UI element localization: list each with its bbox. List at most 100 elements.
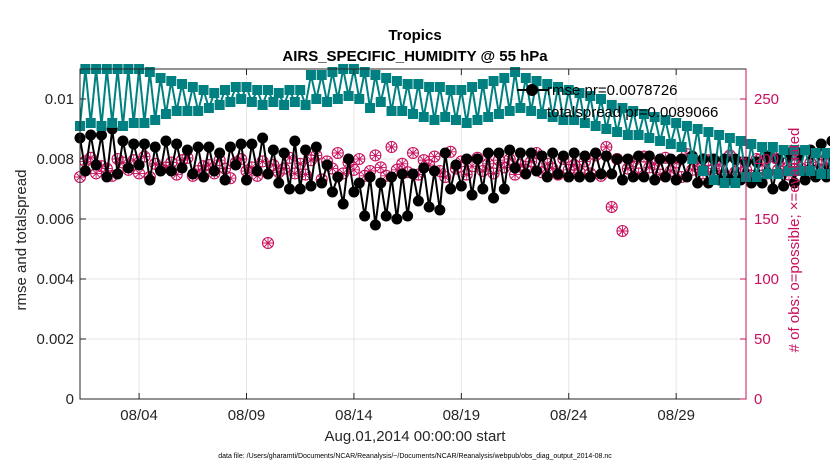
totalspread-point: [563, 85, 574, 95]
totalspread-point: [230, 82, 241, 92]
obs-evaluated-mark: [128, 155, 139, 166]
totalspread-point: [531, 76, 542, 86]
totalspread-point: [649, 112, 660, 122]
obs-evaluated-mark: [348, 164, 359, 175]
rmse-point: [155, 165, 167, 177]
totalspread-point: [144, 67, 155, 77]
totalspread-point: [579, 118, 590, 128]
obs-evaluated-mark: [649, 158, 660, 169]
totalspread-point: [424, 82, 435, 92]
rmse-point: [326, 186, 338, 198]
totalspread-point: [547, 112, 558, 122]
totalspread-point: [85, 118, 96, 128]
totalspread-point: [128, 118, 139, 128]
rmse-point: [85, 129, 97, 141]
series-totalspread: [75, 64, 830, 188]
obs-evaluated-mark: [644, 162, 655, 173]
right-axis-label: # of obs: o=possible; ×=evaluated: [786, 128, 803, 353]
rmse-point: [219, 174, 231, 186]
totalspread-point: [692, 124, 703, 134]
rmse-point: [283, 183, 295, 195]
obs-evaluated-mark: [724, 150, 735, 161]
obs-possible-point: [460, 168, 473, 181]
totalspread-point: [698, 166, 709, 176]
totalspread-point: [214, 100, 225, 110]
obs-evaluated-mark: [338, 168, 349, 179]
rmse-point: [445, 183, 457, 195]
totalspread-point: [526, 106, 537, 116]
obs-evaluated-mark: [483, 158, 494, 169]
obs-possible-point: [428, 150, 441, 163]
rmse-point: [359, 210, 371, 222]
totalspread-point: [252, 85, 263, 95]
totalspread-point: [499, 73, 510, 83]
totalspread-point: [408, 109, 418, 119]
totalspread-point: [257, 100, 268, 110]
obs-evaluated-mark: [617, 226, 628, 236]
rmse-point: [418, 162, 430, 174]
rmse-point: [606, 168, 618, 180]
obs-evaluated-mark: [139, 151, 150, 162]
rmse-point: [348, 186, 360, 198]
obs-evaluated-mark: [354, 154, 365, 164]
rmse-point: [138, 138, 150, 150]
rmse-point: [488, 192, 500, 204]
rmse-point: [676, 153, 688, 165]
totalspread-point: [467, 82, 478, 92]
rmse-point: [659, 171, 671, 183]
rmse-point: [455, 180, 467, 192]
obs-evaluated-mark: [687, 164, 698, 175]
right-tick-label: 50: [754, 331, 771, 348]
rmse-point: [187, 168, 199, 180]
obs-evaluated-mark: [477, 166, 488, 176]
totalspread-point: [381, 73, 392, 83]
rmse-point: [316, 177, 328, 189]
obs-evaluated-mark: [563, 164, 574, 175]
x-tick-label: 08/29: [657, 407, 695, 424]
rmse-point: [439, 147, 451, 159]
obs-evaluated-mark: [665, 166, 676, 176]
rmse-point: [681, 171, 693, 183]
y-axis-label: rmse and totalspread: [13, 170, 30, 311]
obs-evaluated-mark: [536, 167, 547, 178]
totalspread-point: [773, 169, 784, 179]
rmse-point: [595, 168, 607, 180]
obs-possible-point: [331, 146, 344, 160]
obs-evaluated-mark: [660, 152, 671, 163]
totalspread-point: [139, 118, 150, 128]
obs-evaluated-mark: [402, 167, 413, 178]
totalspread-point: [370, 70, 381, 80]
rmse-point: [246, 138, 258, 150]
rmse-point: [471, 153, 483, 165]
obs-evaluated-mark: [289, 168, 300, 179]
obs-evaluated-mark: [671, 157, 682, 168]
totalspread-point: [300, 100, 311, 110]
totalspread-point: [536, 109, 547, 119]
totalspread-point: [703, 127, 714, 137]
legend-totalspread-label: totalspread pr=0.0089066: [547, 104, 718, 121]
totalspread-point: [655, 136, 666, 146]
totalspread-point: [187, 82, 198, 92]
x-tick-label: 08/24: [550, 407, 588, 424]
totalspread-point: [708, 175, 719, 185]
right-tick-label: 250: [754, 91, 779, 108]
totalspread-point: [166, 76, 177, 86]
obs-evaluated-mark: [515, 160, 526, 170]
rmse-point: [176, 162, 188, 174]
rmse-point: [294, 183, 306, 195]
totalspread-point: [553, 82, 564, 92]
totalspread-point: [504, 106, 515, 116]
totalspread-point: [681, 121, 692, 131]
data-file-footnote: data file: /Users/gharamti/Documents/NCA…: [218, 453, 612, 460]
obs-evaluated-mark: [171, 169, 182, 180]
rmse-point: [391, 213, 403, 225]
obs-evaluated-mark: [730, 167, 741, 178]
rmse-point: [337, 198, 349, 210]
obs-evaluated-mark: [569, 160, 580, 170]
rmse-point: [536, 150, 548, 162]
rmse-point: [160, 135, 172, 147]
obs-evaluated-mark: [166, 157, 177, 168]
obs-evaluated-mark: [160, 162, 171, 173]
rmse-point: [584, 171, 596, 183]
totalspread-point: [558, 115, 569, 125]
